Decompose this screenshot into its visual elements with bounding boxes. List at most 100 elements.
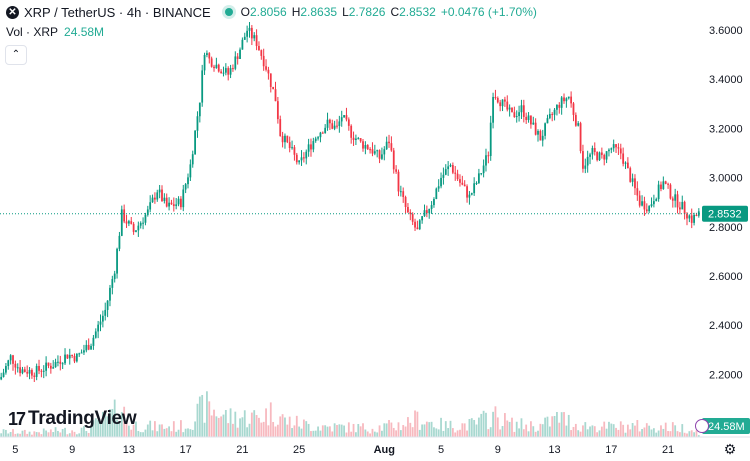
volume-bar <box>66 434 69 437</box>
candle-body <box>191 154 194 165</box>
candle-body <box>468 194 471 198</box>
volume-bar <box>279 416 282 437</box>
volume-bar <box>641 429 643 437</box>
candle-body <box>206 53 208 56</box>
candle-body <box>293 147 296 155</box>
volume-bar <box>87 432 90 437</box>
tradingview-logo[interactable]: 17 TradingView <box>8 408 137 430</box>
candle-body <box>463 184 466 187</box>
candle-body <box>492 96 494 123</box>
volume-bar <box>206 391 208 437</box>
volume-bar <box>477 417 480 437</box>
market-status-icon[interactable] <box>224 8 233 16</box>
volume-bar <box>355 432 357 437</box>
candle-body <box>144 214 147 223</box>
indicator-badge-icon[interactable] <box>695 419 709 433</box>
candle-body <box>52 367 55 369</box>
volume-bar <box>593 426 596 437</box>
candle-body <box>182 189 185 208</box>
candle-body <box>255 35 258 46</box>
candle-body <box>676 194 679 208</box>
candle-body <box>298 160 301 163</box>
ohlc-change-value: +0.0476 (+1.70%) <box>440 5 537 19</box>
volume-bar <box>260 422 263 437</box>
volume-bar <box>23 429 26 437</box>
volume-bar <box>336 425 338 437</box>
settings-gear-icon[interactable]: ⚙ <box>723 441 737 457</box>
volume-bar <box>466 430 468 437</box>
candle-body <box>38 365 40 371</box>
symbol-title[interactable]: XRP / TetherUS · 4h · BINANCE <box>24 4 211 20</box>
candle-body <box>42 370 45 372</box>
volume-bar <box>366 431 369 437</box>
collapse-legend-button[interactable]: ⌃ <box>5 45 27 65</box>
candle-body <box>411 214 414 222</box>
volume-label[interactable]: Vol · XRP <box>6 25 59 39</box>
volume-bar <box>307 423 310 437</box>
volume-bar <box>158 424 161 437</box>
candle-body <box>388 141 390 144</box>
candle-body <box>158 189 161 193</box>
candle-body <box>317 137 319 139</box>
volume-bar <box>47 432 50 437</box>
candle-body <box>64 354 66 364</box>
volume-bar <box>487 429 490 437</box>
candle-body <box>272 86 275 90</box>
volume-bar <box>610 423 613 437</box>
candle-body <box>589 154 591 157</box>
candle-body <box>373 151 376 154</box>
candle-body <box>511 107 513 113</box>
xrp-symbol-icon: ✕ <box>6 5 19 19</box>
volume-bar <box>683 432 686 437</box>
volume-bar <box>357 423 360 437</box>
candle-body <box>125 221 128 224</box>
candle-body <box>494 96 497 99</box>
candle-body <box>269 73 272 87</box>
candle-body <box>227 68 230 75</box>
volume-bar <box>198 396 201 437</box>
candle-body <box>582 151 584 169</box>
volume-bar <box>229 408 232 437</box>
candle-body <box>366 145 369 150</box>
candle-body <box>156 192 159 200</box>
volume-bar <box>170 431 173 437</box>
candle-body <box>198 102 201 117</box>
tradingview-logo-text: TradingView <box>28 408 137 429</box>
candle-body <box>2 372 5 377</box>
candle-body <box>522 105 525 117</box>
tradingview-logo-icon: 17 <box>8 408 26 429</box>
volume-bar <box>485 412 487 437</box>
volume-bar <box>430 421 433 437</box>
time-tick-label: 13 <box>548 444 560 456</box>
volume-bar <box>45 430 48 437</box>
candle-body <box>563 97 565 102</box>
volume-bar <box>660 425 662 437</box>
candle-body <box>189 164 192 178</box>
candle-body <box>558 104 561 108</box>
volume-bar <box>118 422 121 437</box>
candle-body <box>645 209 648 212</box>
candle-body <box>118 235 121 249</box>
volume-bar <box>501 426 504 437</box>
candle-body <box>170 202 173 205</box>
candle-body <box>92 337 95 346</box>
volume-bar <box>525 424 528 437</box>
volume-bar <box>255 415 258 437</box>
candle-body <box>113 273 116 280</box>
candle-body <box>333 125 336 129</box>
candle-body <box>151 197 154 203</box>
volume-bar <box>232 423 234 437</box>
candle-body <box>530 115 532 125</box>
candle-body <box>0 376 3 380</box>
candle-body <box>404 197 407 207</box>
volume-bar <box>265 408 267 437</box>
candle-body <box>224 68 227 73</box>
volume-bar <box>584 422 587 437</box>
candle-body <box>650 204 653 207</box>
candle-body <box>459 179 461 183</box>
candle-body <box>603 154 606 160</box>
volume-bar <box>215 416 218 437</box>
volume-bar <box>125 421 128 437</box>
candle-body <box>506 101 509 110</box>
